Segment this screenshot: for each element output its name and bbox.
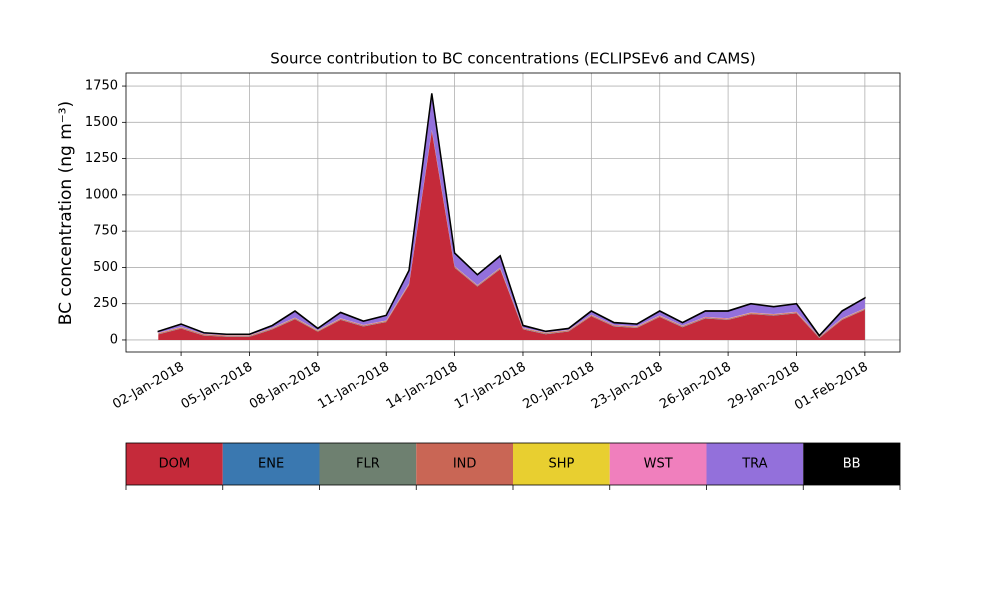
y-tick-label: 0: [110, 332, 118, 347]
y-tick-label: 1000: [85, 187, 118, 202]
legend-label: TRA: [741, 457, 767, 472]
legend-label: DOM: [159, 457, 190, 472]
area: [157, 93, 866, 337]
legend-swatch: [416, 443, 513, 485]
x-tick-label: 01-Feb-2018: [792, 360, 871, 414]
legend-swatch: [803, 443, 900, 485]
y-tick-label: 250: [93, 296, 118, 311]
area: [158, 131, 865, 340]
x-tick-label: 11-Jan-2018: [315, 360, 392, 413]
chart-title: Source contribution to BC concentrations…: [270, 50, 755, 68]
x-tick-label: 29-Jan-2018: [726, 360, 803, 413]
y-axis-label: BC concentration (ng m⁻³): [56, 101, 76, 325]
legend-label: IND: [453, 457, 477, 472]
x-tick-label: 14-Jan-2018: [384, 360, 461, 413]
x-tick-label: 26-Jan-2018: [657, 360, 734, 413]
legend-swatch: [513, 443, 610, 485]
plot-frame: [125, 72, 901, 353]
legend-swatch: [319, 443, 417, 485]
x-tick-label: 02-Jan-2018: [110, 360, 187, 413]
x-tick-label: 05-Jan-2018: [179, 360, 256, 413]
legend-swatch: [706, 443, 804, 485]
y-tick-label: 750: [93, 224, 118, 239]
grid: [126, 73, 900, 352]
legend-label: FLR: [356, 457, 380, 472]
legend-swatch: [126, 443, 223, 485]
legend-label: BB: [843, 457, 861, 472]
x-tick-label: 23-Jan-2018: [589, 360, 666, 413]
legend-label: WST: [644, 457, 673, 472]
x-tick-label: 20-Jan-2018: [521, 360, 598, 413]
x-tick-label: 17-Jan-2018: [452, 360, 529, 413]
legend-swatch: [609, 443, 707, 485]
x-tick-label: 08-Jan-2018: [247, 360, 324, 413]
y-tick-label: 1750: [85, 79, 118, 94]
y-tick-label: 1250: [85, 151, 118, 166]
legend-label: ENE: [258, 457, 284, 472]
legend-frame: [125, 442, 901, 486]
legend-swatch: [222, 443, 320, 485]
y-tick-label: 1500: [85, 115, 118, 130]
legend-label: SHP: [548, 457, 574, 472]
y-tick-label: 500: [93, 260, 118, 275]
